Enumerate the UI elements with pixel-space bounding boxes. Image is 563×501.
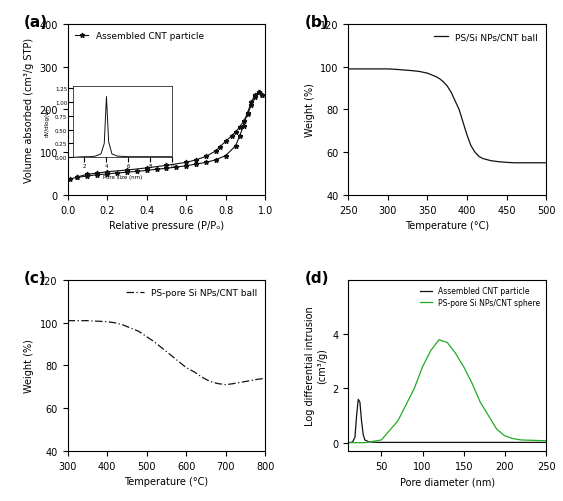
Legend: Assembled CNT particle, PS-pore Si NPs/CNT sphere: Assembled CNT particle, PS-pore Si NPs/C… <box>418 285 542 309</box>
X-axis label: Pore diameter (nm): Pore diameter (nm) <box>400 476 495 486</box>
X-axis label: Temperature (°C): Temperature (°C) <box>124 476 208 486</box>
Y-axis label: Log differential intrusion
(cm³/g): Log differential intrusion (cm³/g) <box>305 306 327 425</box>
Y-axis label: Weight (%): Weight (%) <box>24 339 34 393</box>
X-axis label: Relative pressure (P/Pₒ): Relative pressure (P/Pₒ) <box>109 220 224 230</box>
Y-axis label: Volume absorbed (cm³/g STP): Volume absorbed (cm³/g STP) <box>24 38 34 183</box>
Legend: PS/Si NPs/CNT ball: PS/Si NPs/CNT ball <box>431 30 542 46</box>
Legend: Assembled CNT particle: Assembled CNT particle <box>72 30 207 44</box>
Y-axis label: Weight (%): Weight (%) <box>305 83 315 137</box>
X-axis label: Temperature (°C): Temperature (°C) <box>405 220 489 230</box>
Text: (a): (a) <box>24 15 48 30</box>
Text: (c): (c) <box>24 271 47 285</box>
Legend: PS-pore Si NPs/CNT ball: PS-pore Si NPs/CNT ball <box>122 285 261 301</box>
Text: (b): (b) <box>305 15 329 30</box>
Text: (d): (d) <box>305 271 329 285</box>
